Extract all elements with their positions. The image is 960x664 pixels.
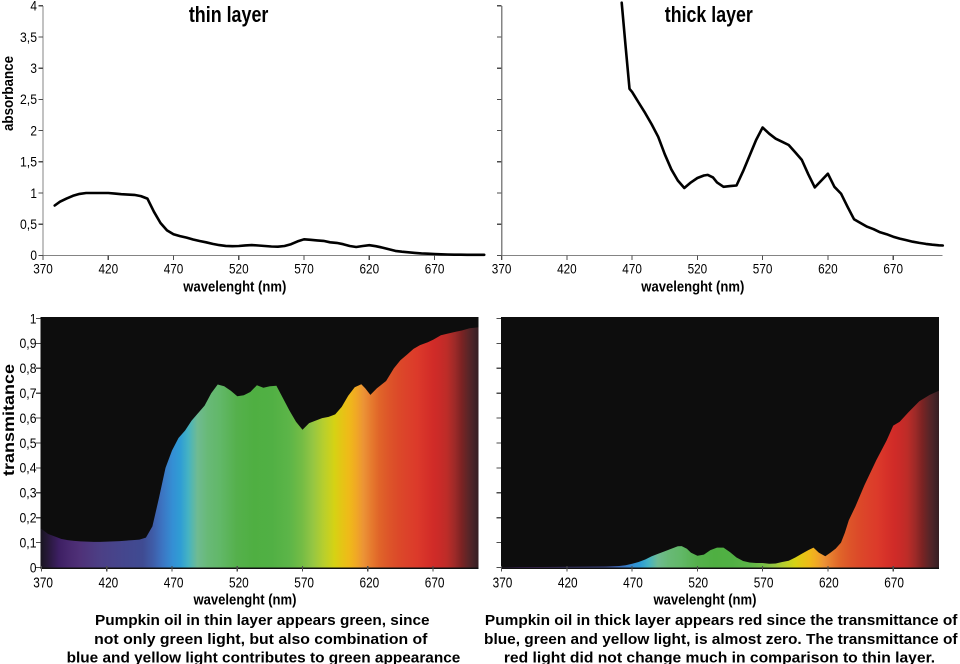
svg-text:red light did not change much: red light did not change much in compari… bbox=[504, 650, 935, 664]
svg-text:blue and yellow light contribu: blue and yellow light contributes to gre… bbox=[67, 650, 461, 664]
svg-text:520: 520 bbox=[688, 261, 708, 276]
svg-text:570: 570 bbox=[754, 575, 774, 592]
svg-text:1,5: 1,5 bbox=[20, 155, 37, 170]
svg-text:0,6: 0,6 bbox=[20, 411, 37, 426]
svg-text:620: 620 bbox=[360, 261, 380, 276]
svg-text:0: 0 bbox=[30, 248, 37, 263]
svg-text:370: 370 bbox=[33, 575, 53, 592]
svg-text:4: 4 bbox=[30, 0, 37, 14]
svg-text:620: 620 bbox=[818, 261, 838, 276]
svg-text:570: 570 bbox=[294, 575, 314, 592]
svg-text:1: 1 bbox=[30, 311, 37, 326]
svg-text:0,5: 0,5 bbox=[20, 436, 37, 451]
svg-text:0,9: 0,9 bbox=[20, 336, 37, 351]
svg-text:370: 370 bbox=[492, 261, 512, 276]
svg-text:2,5: 2,5 bbox=[20, 92, 37, 107]
svg-text:0,1: 0,1 bbox=[20, 535, 37, 550]
svg-text:670: 670 bbox=[884, 575, 904, 592]
svg-text:420: 420 bbox=[99, 261, 119, 276]
svg-text:620: 620 bbox=[819, 575, 839, 592]
svg-text:wavelenght (nm): wavelenght (nm) bbox=[653, 591, 757, 608]
svg-text:0: 0 bbox=[30, 560, 37, 575]
svg-text:620: 620 bbox=[360, 575, 380, 592]
svg-text:420: 420 bbox=[558, 575, 578, 592]
svg-text:thick layer: thick layer bbox=[665, 2, 753, 27]
svg-text:Pumpkin oil in thick layer app: Pumpkin oil in thick layer appears red s… bbox=[485, 612, 959, 629]
svg-text:thin layer: thin layer bbox=[189, 2, 269, 27]
svg-text:470: 470 bbox=[164, 575, 184, 592]
svg-text:0,8: 0,8 bbox=[20, 361, 37, 376]
svg-text:570: 570 bbox=[753, 261, 773, 276]
svg-text:520: 520 bbox=[229, 261, 249, 276]
svg-text:transmitance: transmitance bbox=[1, 364, 18, 476]
svg-text:670: 670 bbox=[883, 261, 903, 276]
svg-text:0,2: 0,2 bbox=[20, 511, 37, 526]
svg-text:370: 370 bbox=[493, 575, 513, 592]
svg-text:1: 1 bbox=[30, 186, 37, 201]
svg-text:blue, green and yellow light,: blue, green and yellow light, is almost … bbox=[484, 631, 959, 648]
svg-text:670: 670 bbox=[425, 261, 445, 276]
svg-text:absorbance: absorbance bbox=[0, 56, 17, 131]
svg-text:420: 420 bbox=[99, 575, 119, 592]
svg-text:420: 420 bbox=[557, 261, 577, 276]
svg-text:0,4: 0,4 bbox=[20, 461, 37, 476]
svg-text:470: 470 bbox=[623, 575, 643, 592]
svg-text:wavelenght (nm): wavelenght (nm) bbox=[640, 279, 744, 296]
svg-text:570: 570 bbox=[294, 261, 314, 276]
svg-text:470: 470 bbox=[622, 261, 642, 276]
svg-text:wavelenght (nm): wavelenght (nm) bbox=[182, 279, 286, 296]
svg-text:370: 370 bbox=[33, 261, 53, 276]
svg-text:0,7: 0,7 bbox=[20, 386, 37, 401]
svg-text:not only green light, but also: not only green light, but also combinati… bbox=[94, 631, 428, 648]
svg-text:470: 470 bbox=[164, 261, 184, 276]
svg-text:2: 2 bbox=[30, 123, 37, 138]
svg-text:3,5: 3,5 bbox=[20, 30, 37, 45]
svg-text:520: 520 bbox=[229, 575, 249, 592]
svg-text:520: 520 bbox=[688, 575, 708, 592]
svg-text:wavelenght (nm): wavelenght (nm) bbox=[193, 591, 297, 608]
svg-text:3: 3 bbox=[30, 61, 37, 76]
svg-text:0,3: 0,3 bbox=[20, 486, 37, 501]
svg-text:Pumpkin oil in thin layer appe: Pumpkin oil in thin layer appears green,… bbox=[95, 612, 430, 629]
svg-text:670: 670 bbox=[425, 575, 445, 592]
svg-text:0,5: 0,5 bbox=[20, 217, 37, 232]
